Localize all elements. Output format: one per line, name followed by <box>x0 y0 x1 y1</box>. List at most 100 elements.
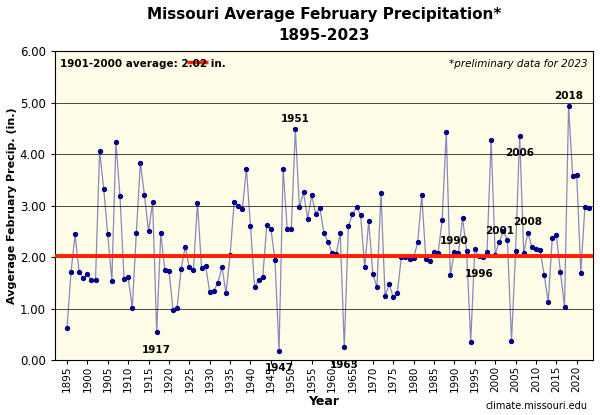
Point <box>568 173 577 179</box>
Point <box>576 269 586 276</box>
Text: 2008: 2008 <box>514 217 542 227</box>
Text: 2001: 2001 <box>485 226 514 236</box>
Point <box>409 254 418 261</box>
Point <box>307 192 316 199</box>
Point <box>531 246 541 252</box>
Point <box>446 272 455 278</box>
Point <box>188 267 198 273</box>
Point <box>262 221 272 228</box>
Point <box>91 276 100 283</box>
Point <box>213 280 223 286</box>
Point <box>164 267 174 274</box>
Point <box>551 232 561 238</box>
Point <box>340 344 349 351</box>
Point <box>99 186 109 192</box>
Point <box>478 253 488 260</box>
Point <box>290 126 300 133</box>
Point <box>511 248 520 255</box>
Point <box>242 165 251 172</box>
Point <box>535 247 545 253</box>
Point <box>160 267 170 273</box>
Point <box>144 228 154 235</box>
Point <box>449 249 459 255</box>
Text: 1901-2000 average: 2.02 in.: 1901-2000 average: 2.02 in. <box>60 59 226 69</box>
Point <box>527 244 536 250</box>
X-axis label: Year: Year <box>308 395 340 408</box>
Point <box>217 264 227 270</box>
Text: 1951: 1951 <box>281 114 310 124</box>
Text: 1963: 1963 <box>330 360 359 370</box>
Point <box>474 253 484 259</box>
Point <box>437 217 447 223</box>
Point <box>433 250 443 256</box>
Point <box>131 230 141 237</box>
Point <box>487 137 496 143</box>
Text: 1996: 1996 <box>464 269 493 278</box>
Point <box>103 231 113 238</box>
Point <box>295 204 304 210</box>
Point <box>86 277 96 284</box>
Point <box>564 103 574 110</box>
Point <box>274 348 284 354</box>
Point <box>364 218 374 225</box>
Point <box>152 329 161 336</box>
Point <box>209 287 218 294</box>
Point <box>499 228 508 235</box>
Point <box>380 293 390 300</box>
Point <box>405 255 415 262</box>
Point <box>172 304 182 311</box>
Point <box>74 269 84 276</box>
Point <box>572 171 581 178</box>
Point <box>515 132 524 139</box>
Point <box>503 236 512 243</box>
Point <box>140 192 149 199</box>
Point <box>70 231 80 238</box>
Point <box>270 256 280 263</box>
Point <box>560 303 569 310</box>
Title: Missouri Average February Precipitation*
1895-2023: Missouri Average February Precipitation*… <box>147 7 501 43</box>
Point <box>376 189 386 196</box>
Point <box>286 225 296 232</box>
Point <box>360 264 370 271</box>
Point <box>580 203 590 210</box>
Point <box>556 269 565 276</box>
Point <box>392 290 402 297</box>
Point <box>315 204 325 211</box>
Point <box>66 268 76 275</box>
Text: climate.missouri.edu: climate.missouri.edu <box>486 401 588 411</box>
Point <box>156 229 166 236</box>
Point <box>107 278 116 284</box>
Point <box>226 252 235 259</box>
Point <box>458 215 467 221</box>
Point <box>278 165 288 172</box>
Point <box>482 249 492 255</box>
Point <box>584 205 594 212</box>
Point <box>283 225 292 232</box>
Point <box>421 256 431 263</box>
Point <box>372 284 382 290</box>
Point <box>388 294 398 301</box>
Point <box>442 129 451 135</box>
Point <box>250 284 259 290</box>
Point <box>335 230 345 237</box>
Point <box>124 274 133 281</box>
Point <box>319 229 329 236</box>
Point <box>539 271 549 278</box>
Point <box>344 222 353 229</box>
Point <box>413 239 422 246</box>
Text: *preliminary data for 2023: *preliminary data for 2023 <box>449 59 587 69</box>
Point <box>119 276 129 283</box>
Point <box>266 225 275 232</box>
Point <box>417 192 427 199</box>
Point <box>136 159 145 166</box>
Point <box>245 222 255 229</box>
Point <box>185 264 194 271</box>
Point <box>429 249 439 255</box>
Point <box>331 251 341 257</box>
Point <box>176 265 186 272</box>
Point <box>547 235 557 242</box>
Point <box>127 304 137 311</box>
Text: 1947: 1947 <box>265 364 293 374</box>
Point <box>494 238 504 245</box>
Point <box>193 199 202 206</box>
